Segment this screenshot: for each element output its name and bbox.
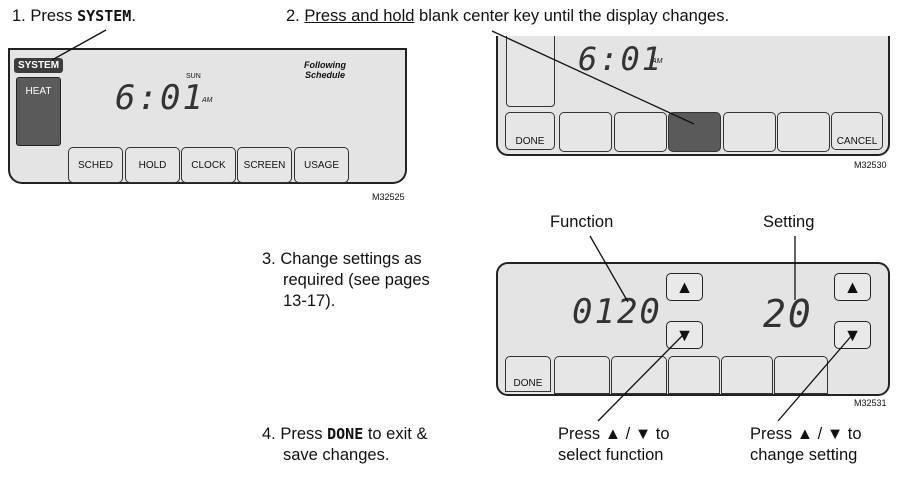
blank-key-p3-4[interactable] — [721, 356, 773, 394]
cancel-button-panel2[interactable]: CANCEL — [831, 112, 883, 150]
setting-value-display: 20 — [763, 292, 813, 336]
panel1-ampm: AM — [202, 97, 213, 104]
setting-label: Setting — [763, 213, 815, 231]
function-label: Function — [550, 213, 614, 231]
blank-key-5[interactable] — [777, 112, 830, 152]
blank-key-4[interactable] — [723, 112, 776, 152]
figure-code-3: M32531 — [854, 398, 887, 408]
hold-button[interactable]: HOLD — [125, 147, 180, 183]
system-key-ref: SYSTEM — [77, 7, 132, 25]
done-button-panel2[interactable]: DONE — [505, 112, 555, 150]
blank-key-p3-3[interactable] — [668, 356, 720, 394]
panel1-time-display: 6:01 — [115, 78, 205, 118]
figure-code-1: M32525 — [372, 192, 405, 202]
done-key-ref: DONE — [327, 425, 364, 443]
panel2-side-frame — [506, 36, 555, 107]
sched-button[interactable]: SCHED — [68, 147, 123, 183]
blank-key-p3-1[interactable] — [554, 356, 610, 394]
figure-code-2: M32530 — [854, 160, 887, 170]
caption-select-function: Press ▲ / ▼ to select function — [558, 425, 670, 464]
blank-key-1[interactable] — [559, 112, 612, 152]
panel2-time-display: 6:01 — [578, 40, 664, 78]
up-arrow-icon: ▲ — [843, 277, 862, 297]
function-number-display: 0120 — [572, 292, 662, 332]
step-1-text: 1. Press SYSTEM. — [12, 7, 136, 25]
step-2-text: 2. Press and hold blank center key until… — [286, 7, 730, 25]
setting-up-button[interactable]: ▲ — [834, 273, 871, 301]
blank-key-p3-5[interactable] — [774, 356, 828, 394]
up-arrow-icon: ▲ — [675, 277, 694, 297]
usage-button[interactable]: USAGE — [294, 147, 349, 183]
system-button[interactable]: SYSTEM — [14, 58, 63, 73]
step-3-text: 3. Change settings as required (see page… — [262, 250, 430, 310]
panel1-top-edge — [8, 48, 407, 50]
blank-key-p3-2[interactable] — [611, 356, 667, 394]
heat-mode-indicator: HEAT — [16, 77, 61, 146]
step-4-text: 4. Press DONE to exit & save changes. — [262, 425, 428, 464]
blank-key-2[interactable] — [614, 112, 667, 152]
panel1-day: SUN — [186, 73, 201, 80]
down-arrow-icon: ▼ — [843, 325, 862, 345]
setting-down-button[interactable]: ▼ — [834, 321, 871, 349]
done-button-panel3[interactable]: DONE — [505, 356, 551, 392]
screen-button[interactable]: SCREEN — [237, 147, 292, 183]
function-down-button[interactable]: ▼ — [666, 321, 703, 349]
function-up-button[interactable]: ▲ — [666, 273, 703, 301]
following-schedule-status: Following Schedule — [304, 60, 346, 80]
down-arrow-icon: ▼ — [675, 325, 694, 345]
blank-center-key[interactable] — [668, 112, 721, 152]
panel2-ampm: AM — [652, 58, 663, 65]
clock-button[interactable]: CLOCK — [181, 147, 236, 183]
caption-change-setting: Press ▲ / ▼ to change setting — [750, 425, 862, 464]
